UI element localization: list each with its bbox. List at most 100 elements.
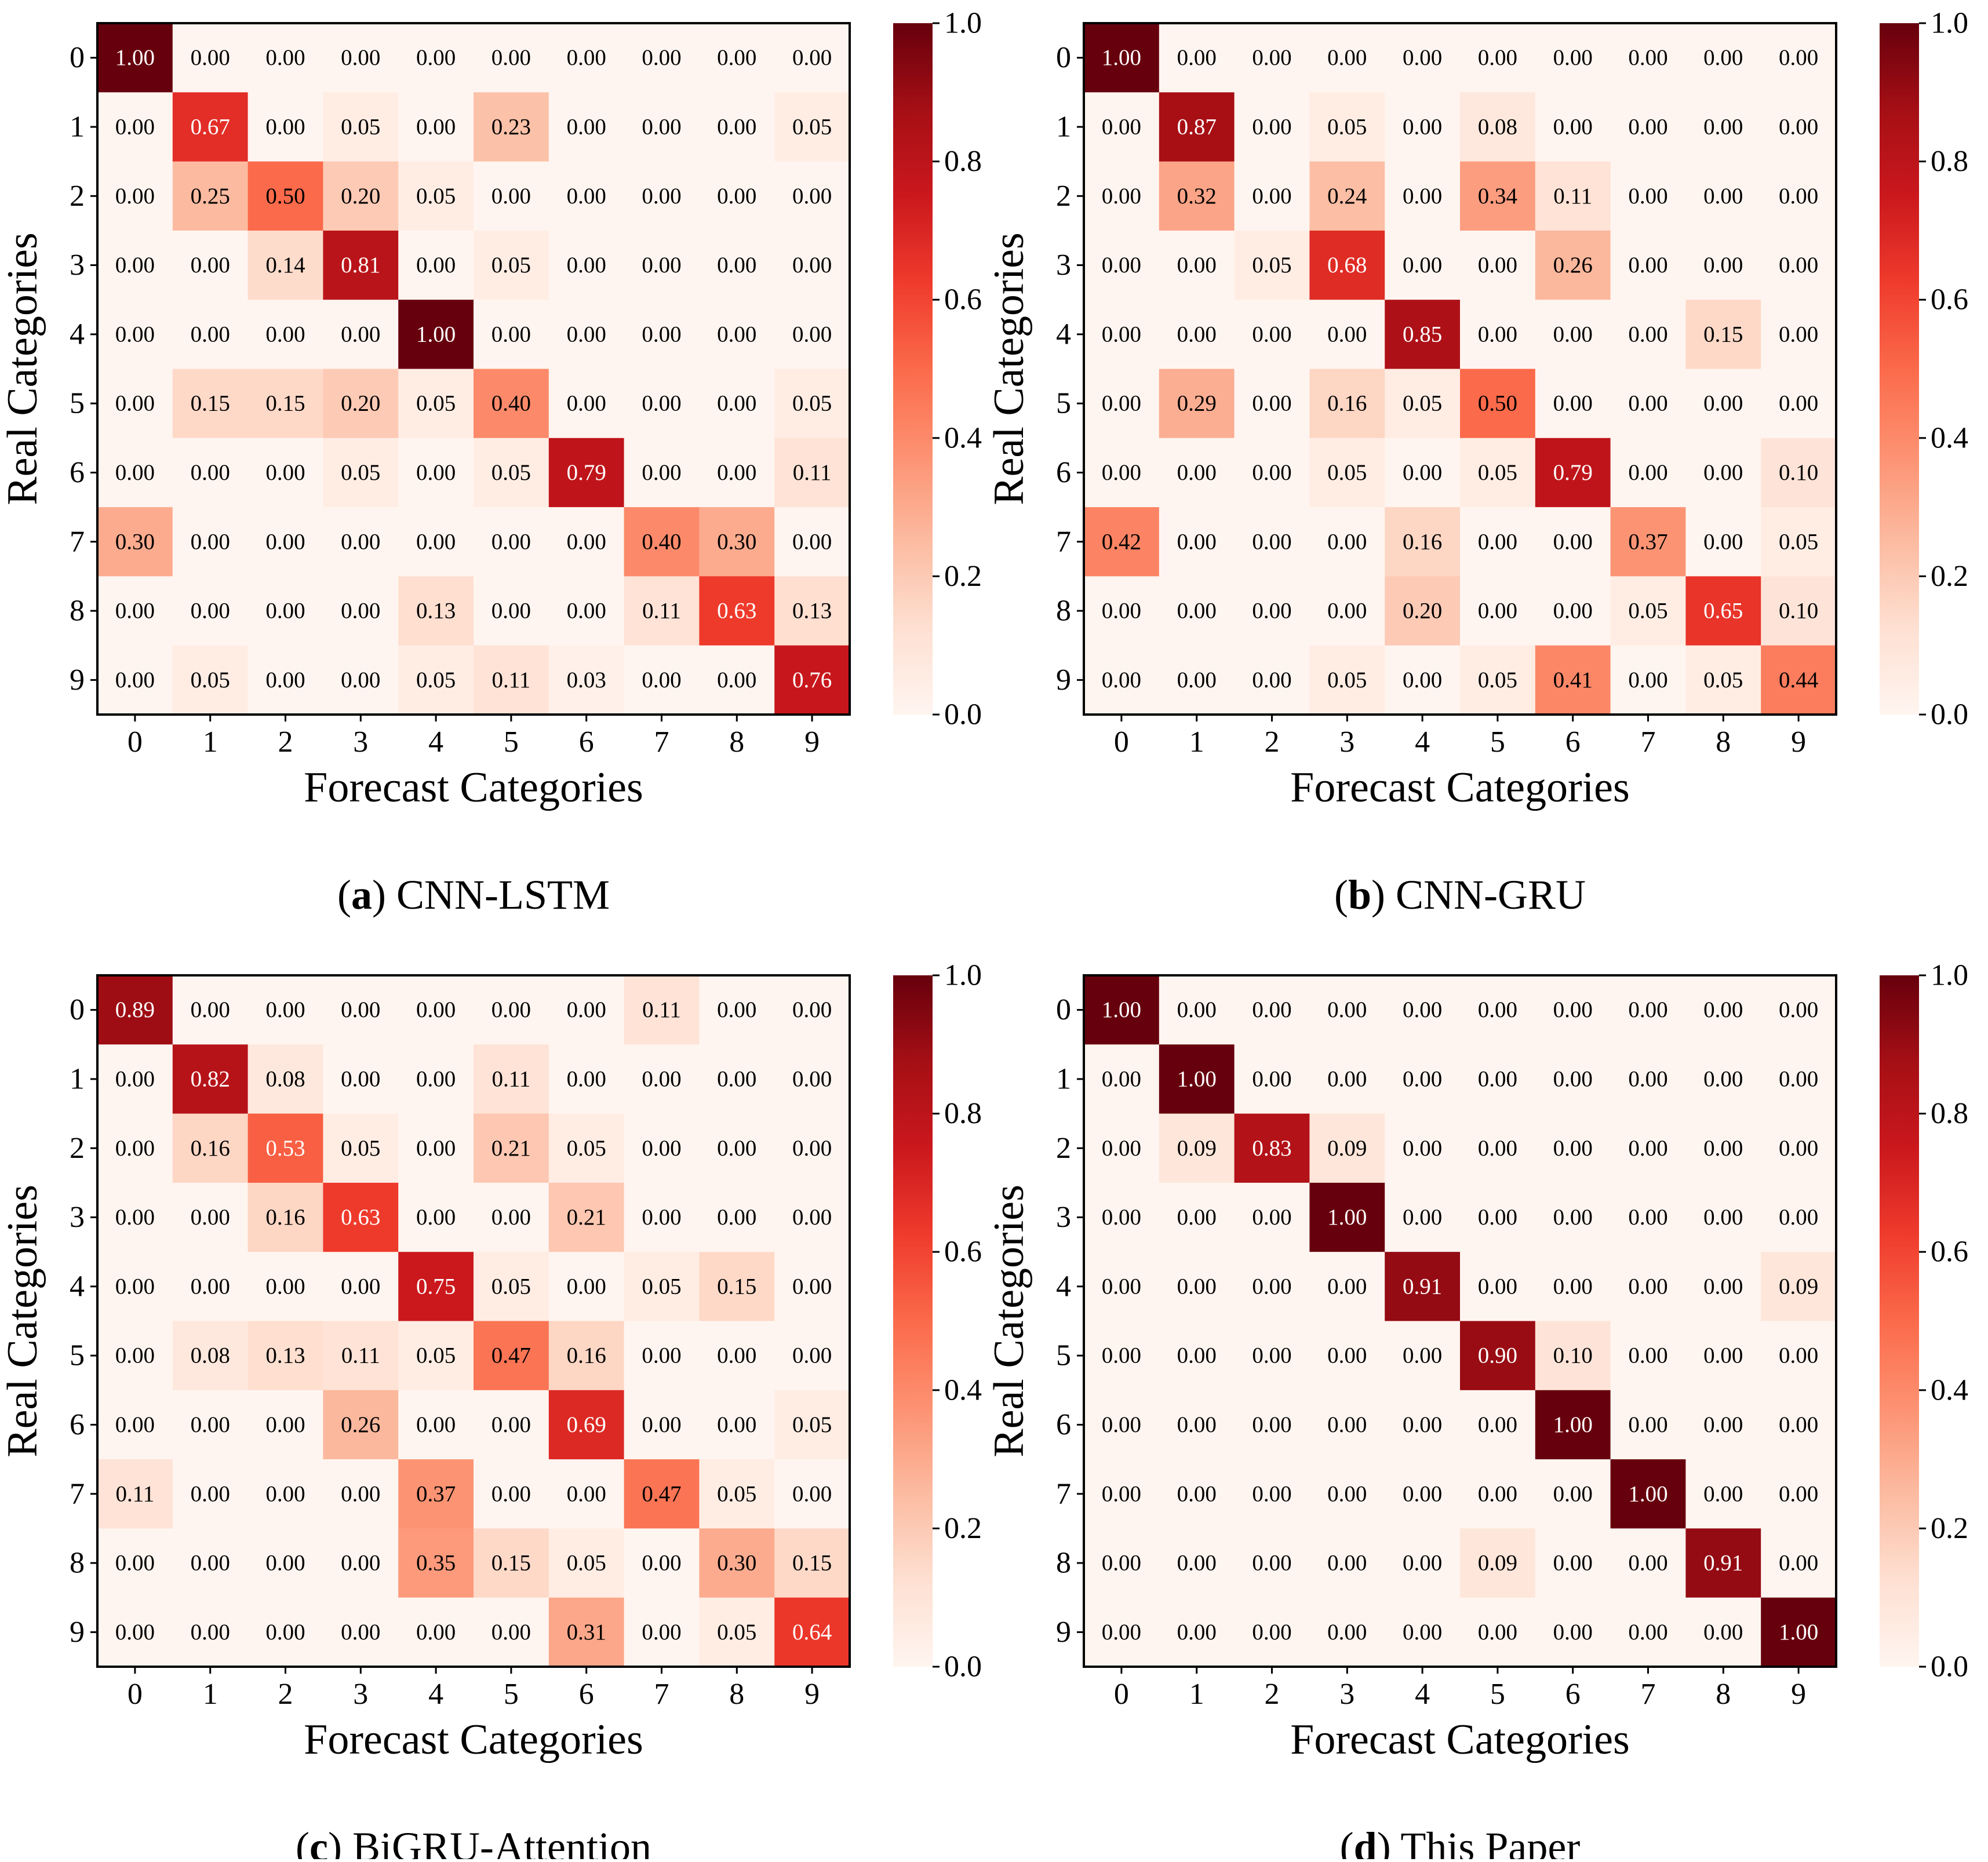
y-tick-label: 6 bbox=[1056, 456, 1071, 489]
cell-value-label: 0.00 bbox=[642, 114, 681, 139]
cell-value-label: 0.00 bbox=[341, 1551, 380, 1576]
cell-value-label: 0.00 bbox=[567, 529, 606, 554]
heatmap-cell bbox=[1159, 369, 1235, 439]
colorbar bbox=[893, 975, 933, 1667]
x-tick-label: 4 bbox=[428, 726, 443, 759]
cell-value-label: 0.20 bbox=[341, 184, 380, 209]
heatmap-cell bbox=[1761, 1044, 1837, 1114]
x-tick-label: 0 bbox=[1114, 726, 1129, 759]
cell-value-label: 0.00 bbox=[1553, 1136, 1593, 1161]
cell-value-label: 0.00 bbox=[1703, 253, 1743, 278]
cell-value-label: 0.00 bbox=[792, 184, 832, 209]
y-tick-label: 7 bbox=[70, 1477, 85, 1510]
cell-value-label: 0.16 bbox=[265, 1205, 305, 1230]
cell-value-label: 0.00 bbox=[1252, 460, 1291, 485]
cell-value-label: 0.83 bbox=[1252, 1136, 1291, 1161]
cell-value-label: 0.00 bbox=[1102, 1481, 1141, 1506]
heatmap-cell bbox=[1761, 1321, 1837, 1391]
heatmap-cell bbox=[699, 369, 775, 439]
cell-value-label: 0.00 bbox=[265, 668, 305, 693]
heatmap-cell bbox=[172, 1113, 249, 1183]
cell-value-label: 0.00 bbox=[1177, 529, 1217, 554]
cell-value-label: 0.00 bbox=[1252, 1274, 1291, 1299]
heatmap-cell bbox=[323, 645, 399, 715]
cell-value-label: 0.00 bbox=[1177, 1205, 1217, 1230]
panel-caption: (b) CNN-GRU bbox=[1334, 872, 1586, 918]
heatmap-cell bbox=[247, 576, 323, 646]
cell-value-label: 0.68 bbox=[1327, 253, 1367, 278]
cell-value-label: 0.00 bbox=[115, 391, 155, 416]
heatmap-cell bbox=[1159, 161, 1235, 231]
y-axis-label: Real Categories bbox=[985, 232, 1033, 505]
cell-value-label: 0.00 bbox=[1478, 529, 1517, 554]
cell-value-label: 0.00 bbox=[1553, 114, 1593, 139]
cell-value-label: 0.00 bbox=[642, 184, 681, 209]
heatmap-cell bbox=[97, 1390, 173, 1460]
heatmap-cell bbox=[474, 92, 549, 162]
x-tick-label: 2 bbox=[1265, 1678, 1280, 1711]
heatmap-cell bbox=[247, 1390, 323, 1460]
heatmap-cell bbox=[699, 1182, 775, 1252]
cell-value-label: 0.00 bbox=[1403, 1481, 1442, 1506]
heatmap-cell bbox=[247, 1321, 323, 1391]
heatmap-cell bbox=[1685, 1113, 1761, 1183]
colorbar-tick-label: 0.6 bbox=[1931, 1236, 1968, 1269]
cell-value-label: 0.00 bbox=[265, 45, 305, 70]
cell-value-label: 0.00 bbox=[1628, 1620, 1667, 1645]
heatmap-cell bbox=[1761, 1597, 1837, 1667]
cell-value-label: 0.00 bbox=[642, 1620, 681, 1645]
cell-value-label: 0.00 bbox=[341, 997, 380, 1022]
heatmap-cell bbox=[1460, 1528, 1536, 1598]
cell-value-label: 0.00 bbox=[1102, 1136, 1141, 1161]
cell-value-label: 0.00 bbox=[491, 1412, 531, 1437]
cell-value-label: 0.05 bbox=[341, 460, 380, 485]
heatmap-cell bbox=[1309, 92, 1385, 162]
cell-value-label: 0.00 bbox=[416, 460, 456, 485]
heatmap-cell bbox=[1460, 507, 1536, 577]
cell-value-label: 0.00 bbox=[1102, 1551, 1141, 1576]
cell-value-label: 0.00 bbox=[1327, 1620, 1367, 1645]
cell-value-label: 0.00 bbox=[1327, 1274, 1367, 1299]
heatmap-cell bbox=[1685, 1321, 1761, 1391]
heatmap-cell bbox=[624, 300, 700, 370]
heatmap-cell bbox=[398, 1252, 474, 1322]
heatmap-cell bbox=[1535, 1044, 1611, 1114]
cell-value-label: 0.00 bbox=[1327, 1551, 1367, 1576]
heatmap-cell bbox=[1610, 1390, 1686, 1460]
caption-paren-open: ( bbox=[1340, 1824, 1354, 1859]
cell-value-label: 0.11 bbox=[115, 1481, 154, 1506]
heatmap-cell bbox=[1761, 1528, 1837, 1598]
y-tick-label: 8 bbox=[70, 595, 85, 628]
cell-value-label: 0.00 bbox=[1703, 1481, 1743, 1506]
heatmap-cell bbox=[1159, 1044, 1235, 1114]
heatmap-cell bbox=[1309, 975, 1385, 1045]
heatmap-cell bbox=[699, 576, 775, 646]
plot-frame bbox=[96, 974, 851, 1668]
cell-value-label: 0.40 bbox=[491, 391, 531, 416]
cell-value-label: 0.00 bbox=[642, 1136, 681, 1161]
cell-value-label: 0.05 bbox=[491, 253, 531, 278]
cell-value-label: 0.00 bbox=[1478, 1136, 1517, 1161]
cell-value-label: 0.40 bbox=[642, 529, 681, 554]
cell-value-label: 0.00 bbox=[191, 322, 230, 347]
heatmap-cell bbox=[172, 92, 249, 162]
heatmap-cell bbox=[398, 1459, 474, 1529]
caption-text: CNN-LSTM bbox=[386, 872, 610, 918]
cell-value-label: 1.00 bbox=[1779, 1620, 1818, 1645]
caption-paren-close: ) bbox=[1371, 872, 1385, 918]
heatmap-cell bbox=[1234, 645, 1310, 715]
heatmap-cell bbox=[1309, 1528, 1385, 1598]
heatmap-cell bbox=[1685, 161, 1761, 231]
caption-text: CNN-GRU bbox=[1385, 872, 1586, 918]
cell-value-label: 0.00 bbox=[792, 1343, 832, 1368]
cell-value-label: 0.00 bbox=[567, 253, 606, 278]
cell-value-label: 0.90 bbox=[1478, 1343, 1517, 1368]
heatmap-cell bbox=[1460, 1252, 1536, 1322]
x-tick-label: 0 bbox=[128, 1678, 143, 1711]
cell-value-label: 0.00 bbox=[115, 1066, 155, 1091]
heatmap-cell bbox=[1309, 507, 1385, 577]
x-tick-label: 0 bbox=[128, 726, 143, 759]
heatmap-cell bbox=[323, 23, 399, 93]
heatmap-cell bbox=[474, 1113, 549, 1183]
